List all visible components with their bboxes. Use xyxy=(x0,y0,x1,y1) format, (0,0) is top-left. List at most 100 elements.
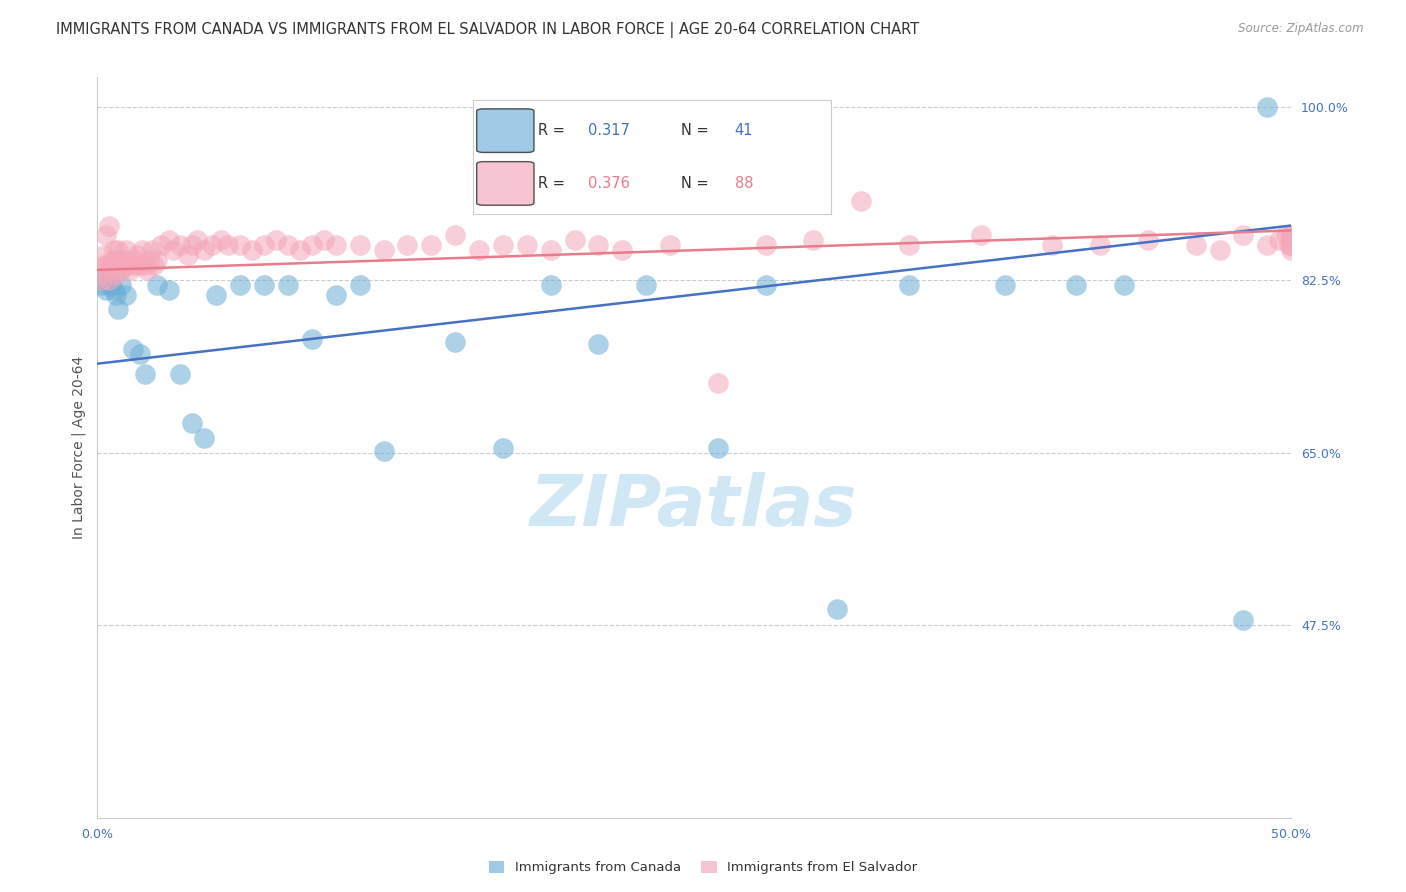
Point xyxy=(1208,244,1230,258)
Point xyxy=(707,441,730,455)
Text: IMMIGRANTS FROM CANADA VS IMMIGRANTS FROM EL SALVADOR IN LABOR FORCE | AGE 20-64: IMMIGRANTS FROM CANADA VS IMMIGRANTS FRO… xyxy=(56,22,920,38)
Point xyxy=(100,277,122,292)
Point xyxy=(128,258,150,272)
Point xyxy=(492,238,515,252)
Point xyxy=(103,253,125,268)
Point xyxy=(193,431,215,445)
Point xyxy=(755,238,778,252)
Point xyxy=(90,277,112,292)
Point xyxy=(325,287,347,301)
Point xyxy=(181,238,204,252)
Point xyxy=(104,258,127,272)
Point xyxy=(100,263,122,277)
Point xyxy=(1232,614,1254,628)
Point xyxy=(636,277,658,292)
Point xyxy=(288,244,311,258)
Point xyxy=(96,283,118,297)
Point xyxy=(121,342,143,356)
Point xyxy=(128,347,150,361)
Point xyxy=(1256,238,1278,252)
Point xyxy=(827,601,849,615)
Point xyxy=(145,277,167,292)
Point xyxy=(1279,228,1302,243)
Point xyxy=(277,277,299,292)
Point xyxy=(1088,238,1111,252)
Point xyxy=(186,233,208,247)
Point xyxy=(112,253,135,268)
Point xyxy=(93,273,115,287)
Point xyxy=(264,233,287,247)
Point xyxy=(107,253,129,268)
Y-axis label: In Labor Force | Age 20-64: In Labor Force | Age 20-64 xyxy=(72,356,86,540)
Point xyxy=(89,268,111,282)
Point xyxy=(96,258,118,272)
Point xyxy=(169,367,191,381)
Point xyxy=(97,277,120,292)
Point xyxy=(110,277,132,292)
Point xyxy=(90,273,112,287)
Point xyxy=(396,238,419,252)
Point xyxy=(898,277,921,292)
Point xyxy=(1112,277,1135,292)
Point xyxy=(1040,238,1063,252)
Point xyxy=(373,244,395,258)
Point xyxy=(540,277,562,292)
Point xyxy=(312,233,335,247)
Point xyxy=(120,263,142,277)
Text: Source: ZipAtlas.com: Source: ZipAtlas.com xyxy=(1239,22,1364,36)
Point xyxy=(127,248,149,262)
Point xyxy=(492,441,515,455)
Point xyxy=(588,337,610,351)
Point xyxy=(100,258,122,272)
Point xyxy=(93,248,115,262)
Point xyxy=(659,238,682,252)
Point xyxy=(540,244,562,258)
Point xyxy=(97,273,120,287)
Point xyxy=(229,238,252,252)
Point xyxy=(325,238,347,252)
Point xyxy=(97,219,120,233)
Point xyxy=(134,367,156,381)
Point xyxy=(110,258,132,272)
Point xyxy=(143,258,166,272)
Point xyxy=(117,258,139,272)
Point xyxy=(157,233,180,247)
Point xyxy=(103,244,125,258)
Point xyxy=(349,238,371,252)
Point xyxy=(1232,228,1254,243)
Point xyxy=(468,244,491,258)
Point xyxy=(253,277,276,292)
Point xyxy=(301,238,323,252)
Point xyxy=(1275,228,1298,243)
Point xyxy=(373,443,395,458)
Point xyxy=(134,258,156,272)
Point xyxy=(124,258,146,272)
Point xyxy=(176,248,198,262)
Point xyxy=(114,258,136,272)
Point xyxy=(755,277,778,292)
Legend: Immigrants from Canada, Immigrants from El Salvador: Immigrants from Canada, Immigrants from … xyxy=(482,855,924,881)
Point xyxy=(240,244,263,258)
Point xyxy=(150,238,173,252)
Point xyxy=(970,228,993,243)
Point xyxy=(157,283,180,297)
Point xyxy=(612,244,634,258)
Point xyxy=(1279,244,1302,258)
Point xyxy=(141,244,163,258)
Point xyxy=(104,287,127,301)
Text: ZIPatlas: ZIPatlas xyxy=(530,473,858,541)
Point xyxy=(209,233,232,247)
Point xyxy=(229,277,252,292)
Point xyxy=(104,268,127,282)
Point xyxy=(217,238,239,252)
Point xyxy=(349,277,371,292)
Point xyxy=(107,302,129,317)
Point xyxy=(114,287,136,301)
Point xyxy=(803,233,825,247)
Point xyxy=(1184,238,1206,252)
Point xyxy=(1136,233,1159,247)
Point xyxy=(1279,228,1302,243)
Point xyxy=(200,238,222,252)
Point xyxy=(103,283,125,297)
Point xyxy=(898,238,921,252)
